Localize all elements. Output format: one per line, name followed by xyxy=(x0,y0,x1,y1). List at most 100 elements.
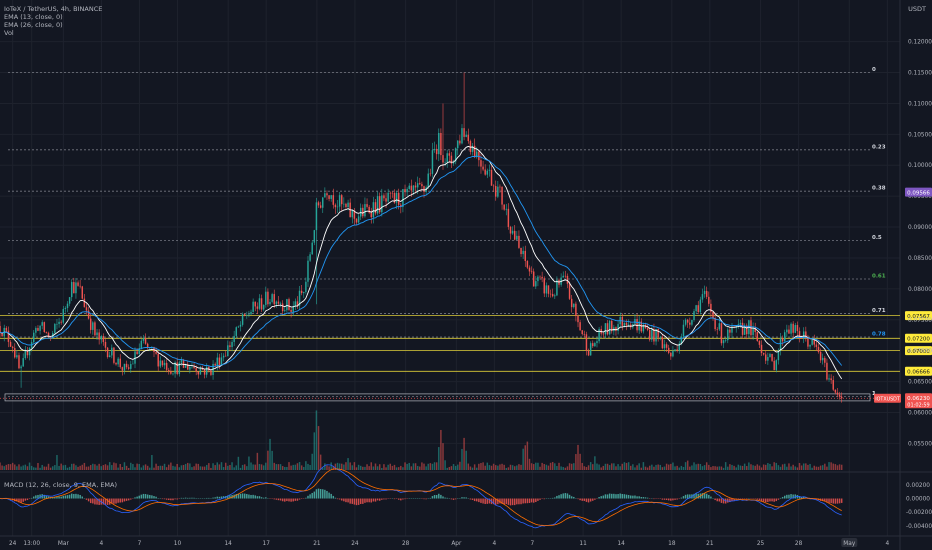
candle-body xyxy=(828,378,830,380)
volume-bar xyxy=(463,437,465,470)
macd-histogram-bar xyxy=(551,497,554,499)
macd-histogram-bar xyxy=(376,498,379,501)
candle-body xyxy=(368,206,370,213)
macd-legend[interactable]: MACD (12, 26, close, 9, EMA, EMA) xyxy=(4,481,118,489)
candle-body xyxy=(163,362,166,366)
volume-bar xyxy=(573,463,575,470)
macd-histogram-bar xyxy=(718,498,721,502)
candle-body xyxy=(277,301,280,304)
volume-bar xyxy=(813,465,816,470)
volume-bar xyxy=(138,463,140,470)
volume-bar xyxy=(722,467,725,470)
fib-label: 1 xyxy=(872,391,876,397)
macd-histogram-bar xyxy=(73,494,75,499)
volume-bar xyxy=(695,464,697,470)
macd-histogram-bar xyxy=(518,498,520,505)
macd-histogram-bar xyxy=(364,498,366,503)
candle-body xyxy=(722,340,725,344)
macd-histogram-bar xyxy=(676,498,678,500)
candle-body xyxy=(258,298,261,309)
macd-histogram-bar xyxy=(486,498,489,504)
ema-13-legend[interactable]: EMA (13, close, 0) xyxy=(4,13,63,21)
candle-body xyxy=(49,337,52,338)
candle-body xyxy=(592,343,594,347)
volume-bar xyxy=(524,445,527,470)
volume-bar xyxy=(579,453,581,470)
macd-histogram-bar xyxy=(381,498,383,500)
volume-bar xyxy=(336,462,339,470)
volume-bar xyxy=(83,462,86,470)
candle-body xyxy=(18,355,20,369)
candle-body xyxy=(87,310,90,319)
macd-histogram-bar xyxy=(587,498,590,503)
macd-histogram-bar xyxy=(26,498,29,501)
fib-label: 0.38 xyxy=(872,186,886,192)
candle-body xyxy=(125,363,128,368)
candle-body xyxy=(265,291,267,305)
volume-bar xyxy=(313,432,316,470)
fib-label: 0.61 xyxy=(872,273,886,279)
volume-bar xyxy=(111,465,113,470)
candle-body xyxy=(174,362,176,374)
candle-body xyxy=(252,301,254,312)
last-price-tag xyxy=(905,393,932,409)
volume-bar xyxy=(699,463,702,470)
volume-bar xyxy=(246,466,248,470)
volume-legend[interactable]: Vol xyxy=(4,29,14,37)
macd-histogram-bar xyxy=(792,494,794,499)
volume-bar xyxy=(121,466,124,470)
time-axis[interactable]: 24 13:00 Mar 4 7 10 14 17 21 24 28 Apr 4 7 11 14 18 21 25 2… xyxy=(9,538,889,547)
volume-bar xyxy=(840,464,843,470)
macd-histogram-bar xyxy=(790,494,792,499)
volume-bar xyxy=(239,467,242,470)
candle-body xyxy=(741,322,744,335)
macd-histogram-bar xyxy=(227,495,229,499)
macd-histogram-bar xyxy=(246,494,248,499)
macd-histogram-bar xyxy=(117,498,119,503)
macd-histogram-bar xyxy=(589,498,592,502)
ema-13-line xyxy=(0,145,843,380)
level-tag-label: 0.07200 xyxy=(907,336,930,342)
candle-body xyxy=(366,204,368,207)
macd-histogram-bar xyxy=(775,498,778,502)
volume-bar xyxy=(334,463,337,470)
candle-body xyxy=(490,169,493,186)
volume-bar xyxy=(648,465,651,470)
volume-bar xyxy=(73,463,75,470)
candle-body xyxy=(370,212,373,218)
macd-histogram-bar xyxy=(769,498,771,502)
volume-bar xyxy=(412,463,415,470)
macd-histogram-bar xyxy=(638,496,640,499)
macd-histogram-bar xyxy=(37,494,39,499)
candle-body xyxy=(290,309,292,312)
macd-histogram-bar xyxy=(149,494,151,499)
volume-bar xyxy=(638,463,640,470)
macd-histogram-bar xyxy=(488,498,491,504)
macd-histogram-bar xyxy=(125,498,128,501)
volume-bar xyxy=(391,465,394,470)
candle-body xyxy=(7,330,10,342)
macd-histogram-bar xyxy=(102,498,105,505)
volume-bar xyxy=(364,466,366,470)
macd-histogram-bar xyxy=(834,498,837,504)
candle-body xyxy=(545,285,548,294)
macd-histogram-bar xyxy=(600,496,602,499)
ema-26-legend[interactable]: EMA (26, close, 0) xyxy=(4,21,63,29)
volume-bar xyxy=(421,462,423,470)
candle-body xyxy=(345,203,347,207)
volume-bar xyxy=(575,454,577,470)
volume-bar xyxy=(26,466,29,470)
symbol-title[interactable]: IoTeX / TetherUS, 4h, BINANCE xyxy=(4,5,103,13)
candle-body xyxy=(24,350,27,359)
macd-histogram-bar xyxy=(507,498,510,505)
volume-bar xyxy=(408,462,410,470)
volume-bar xyxy=(324,463,326,470)
time-tick-label: 4 xyxy=(493,541,497,547)
volume-bar xyxy=(765,464,767,470)
volume-bar xyxy=(509,464,512,470)
volume-bar xyxy=(199,466,202,470)
volume-bar xyxy=(362,466,364,470)
candle-body xyxy=(459,140,461,144)
candle-body xyxy=(246,315,248,316)
